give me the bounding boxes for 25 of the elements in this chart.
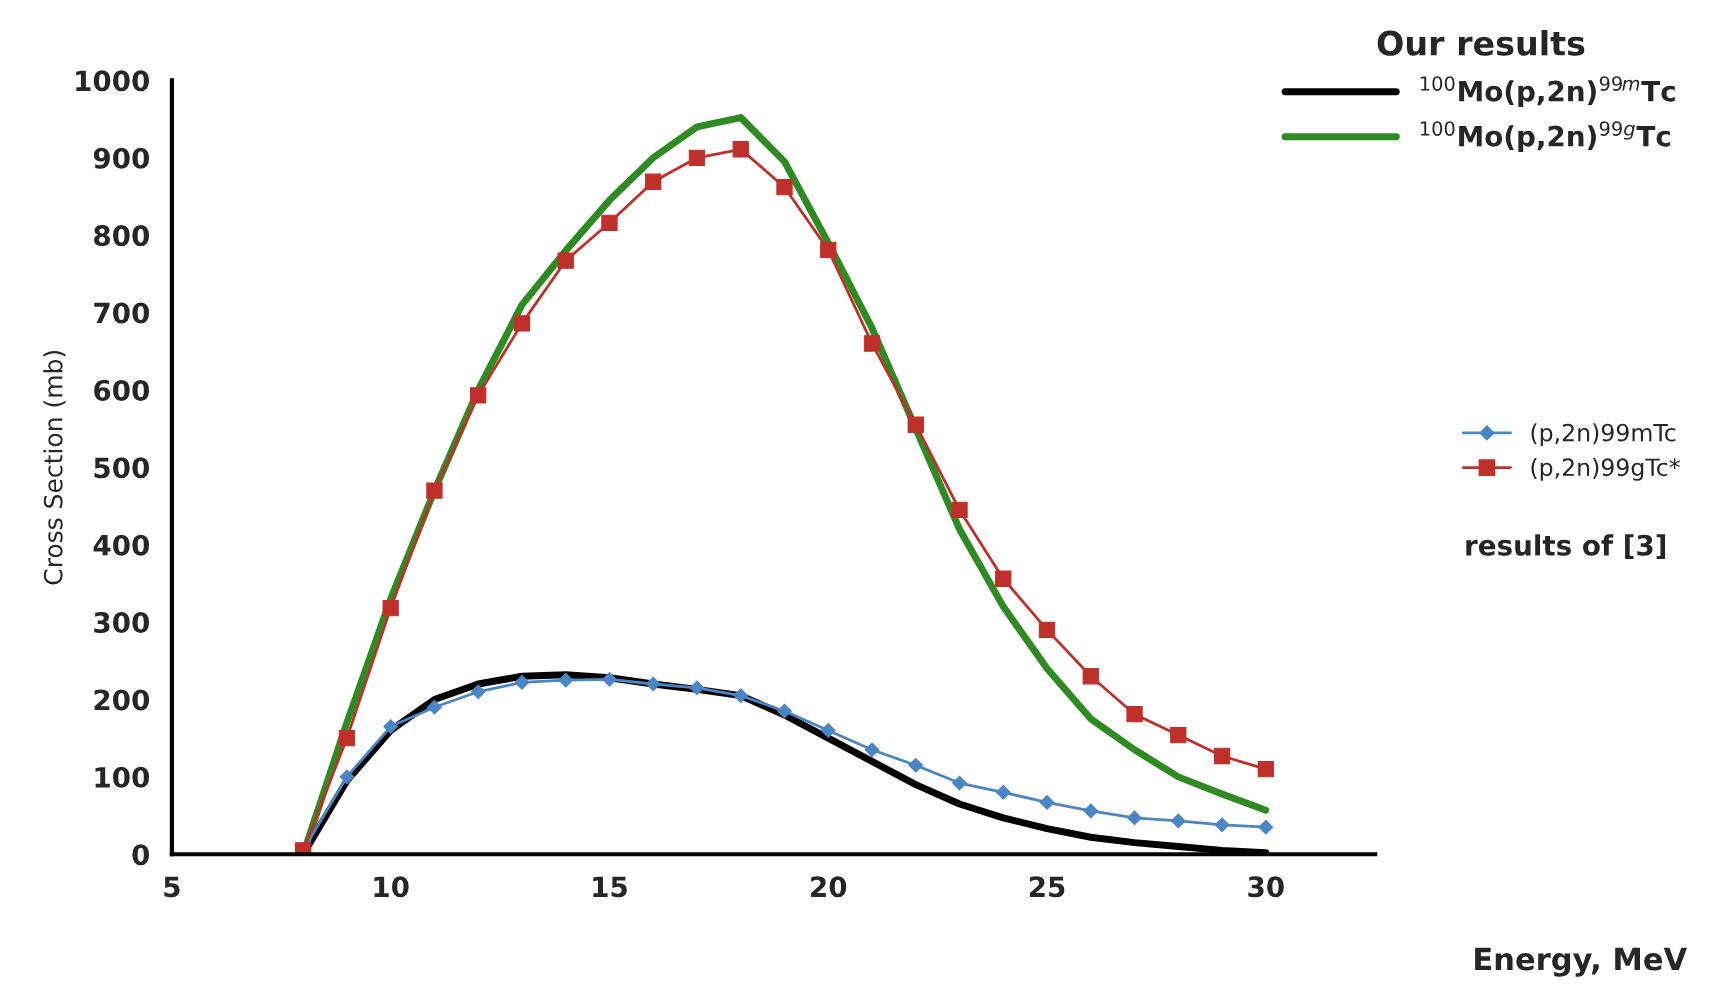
y-tick-label: 600	[94, 379, 150, 401]
legend-label: $^{100}$Mo(p,2n)$^{99g}$Tc	[1420, 121, 1670, 153]
y-tick-label: 500	[94, 457, 150, 479]
y-tick-label: 200	[94, 689, 150, 711]
text: results of [3]	[1466, 534, 1666, 560]
x-tick-label: 5	[164, 876, 180, 898]
y-tick-label: 400	[93, 534, 150, 556]
y-tick-label: 0	[132, 844, 150, 866]
y-tick-label: 700	[94, 302, 150, 324]
y-tick-label: 100	[95, 766, 150, 788]
y-tick-label: 300	[94, 612, 150, 634]
y-tick-label: 900	[93, 147, 150, 169]
legend-label: (p,2n)99gTc*	[1531, 457, 1680, 481]
x-tick-label: 20	[811, 876, 847, 898]
legend-title: Our results	[1377, 30, 1585, 56]
x-axis-title: Energy, MeV	[1475, 947, 1688, 977]
x-tick-label: 15	[593, 876, 627, 898]
x-tick-label: 30	[1248, 876, 1284, 898]
legend-label: (p,2n)99mTc	[1531, 423, 1676, 447]
x-tick-label: 25	[1029, 876, 1065, 898]
y-tick-label: 800	[94, 225, 150, 247]
legend-label: $^{100}$Mo(p,2n)$^{99m}$Tc	[1420, 76, 1675, 108]
x-tick-label: 10	[374, 876, 409, 898]
y-axis-title: Cross Section (mb)	[43, 350, 66, 585]
y-tick-label: 1000	[76, 70, 150, 92]
